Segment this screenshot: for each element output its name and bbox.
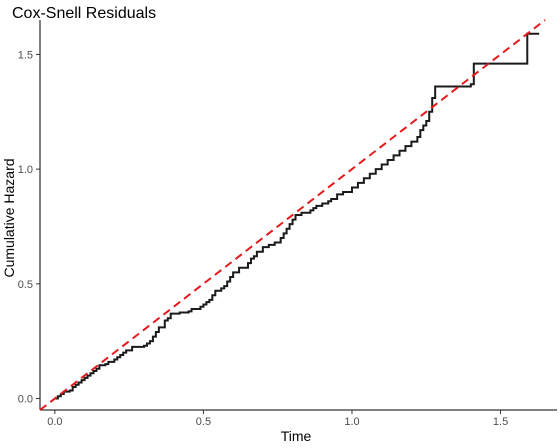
plot-area: 0.0 0.5 1.0 1.5 0.0 0.5 1.0 1.5 bbox=[18, 19, 557, 428]
x-tick-label: 1.5 bbox=[493, 416, 508, 428]
y-tick-label: 1.5 bbox=[18, 49, 33, 61]
y-axis-label: Cumulative Hazard bbox=[1, 158, 17, 277]
x-tick-label: 1.0 bbox=[344, 416, 359, 428]
cumulative-hazard-step-line bbox=[54, 32, 540, 400]
y-tick-label: 0.5 bbox=[18, 279, 33, 291]
x-tick-label: 0.0 bbox=[47, 416, 62, 428]
reference-line bbox=[39, 19, 546, 411]
x-axis-label: Time bbox=[281, 428, 312, 444]
y-tick-label: 1.0 bbox=[18, 164, 33, 176]
x-tick-label: 0.5 bbox=[196, 416, 211, 428]
y-tick-label: 0.0 bbox=[18, 394, 33, 406]
chart-title: Cox-Snell Residuals bbox=[12, 5, 156, 22]
